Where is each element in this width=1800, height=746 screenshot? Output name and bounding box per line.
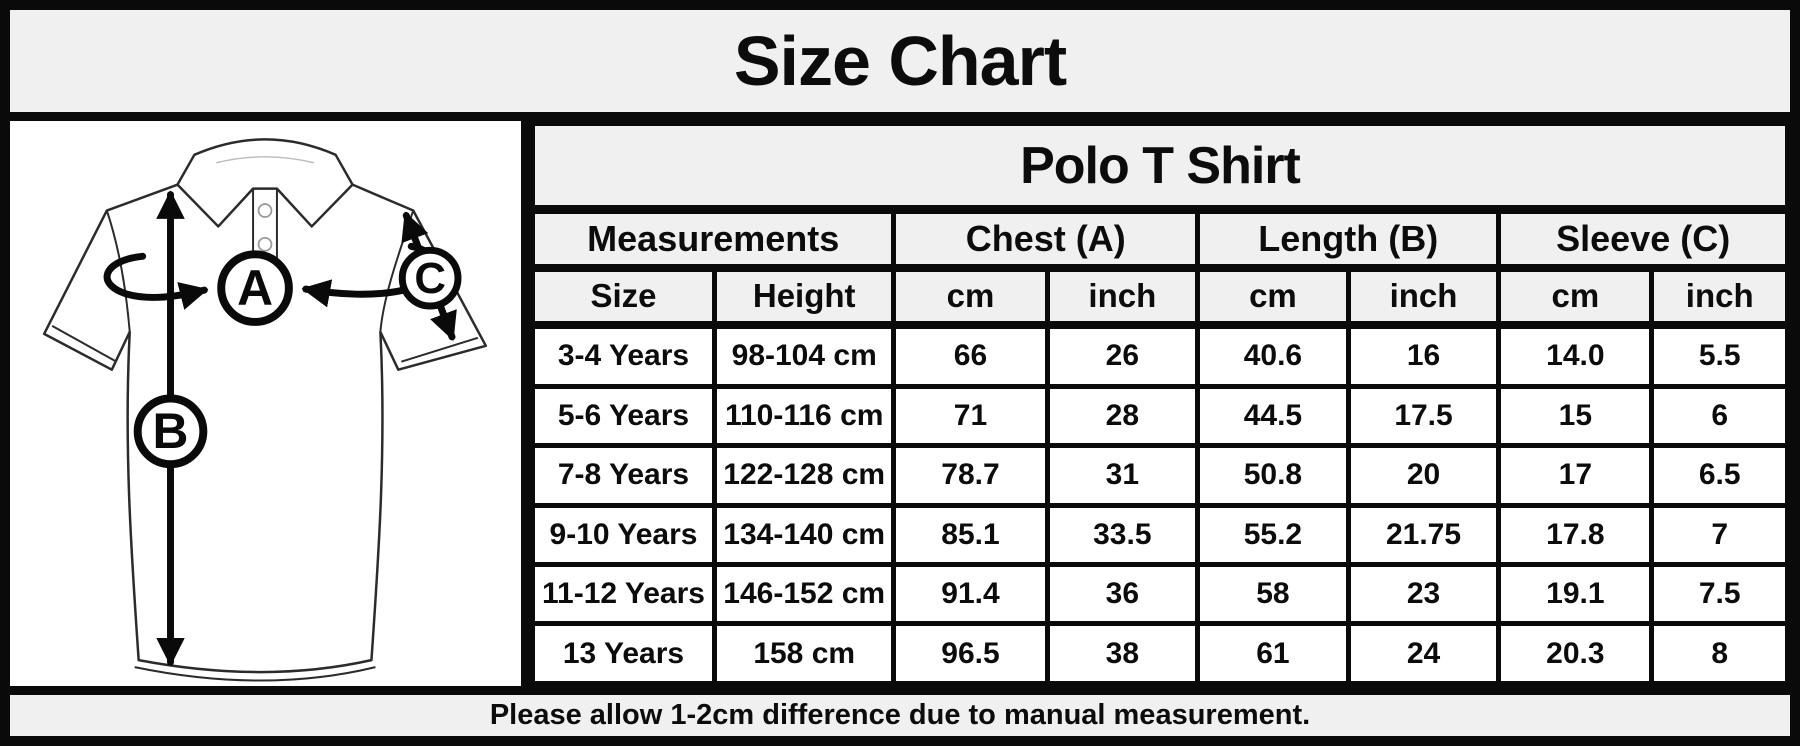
size-table-wrap: Polo T Shirt Measurements Chest (A) Leng… [529, 121, 1790, 686]
table-cell: 3-4 Years [530, 322, 717, 389]
table-cell: 23 [1345, 562, 1502, 627]
group-header-length: Length (B) [1195, 207, 1502, 272]
table-cell: 20 [1345, 443, 1502, 508]
chest-measure-arrow-left [103, 252, 209, 310]
col-header-chest-inch: inch [1044, 265, 1201, 329]
table-cell: 122-128 cm [711, 443, 897, 508]
table-row: 13 Years 158 cm 96.5 38 61 24 20.3 8 [530, 621, 1790, 686]
table-cell: 6 [1649, 383, 1790, 449]
title-bar: Size Chart [10, 10, 1790, 112]
table-cell: 5.5 [1649, 322, 1790, 389]
table-cell: 6.5 [1649, 443, 1790, 508]
table-cell: 15 [1496, 383, 1655, 449]
chest-badge-label: A [237, 260, 273, 316]
table-cell: 19.1 [1496, 562, 1655, 627]
col-header-height: Height [711, 265, 897, 329]
table-cell: 17.5 [1345, 383, 1502, 449]
table-cell: 134-140 cm [711, 502, 897, 568]
size-table-body: 3-4 Years 98-104 cm 66 26 40.6 16 14.0 5.5 5-6 Y… [530, 322, 1790, 686]
table-row: 7-8 Years 122-128 cm 78.7 31 50.8 20 17 6.5 [530, 443, 1790, 508]
table-cell: 8 [1649, 621, 1790, 686]
polo-shirt-illustration: A B C [42, 138, 488, 682]
length-badge-label: B [153, 403, 189, 459]
page-title: Size Chart [733, 22, 1067, 100]
footer-note: Please allow 1-2cm difference due to man… [489, 699, 1311, 731]
table-cell: 7-8 Years [530, 443, 717, 508]
table-row: 5-6 Years 110-116 cm 71 28 44.5 17.5 15 6 [530, 383, 1790, 449]
col-header-chest-cm: cm [891, 265, 1050, 329]
col-header-length-inch: inch [1345, 265, 1502, 329]
table-row: 11-12 Years 146-152 cm 91.4 36 58 23 19.1 7.5 [530, 562, 1790, 627]
table-cell: 28 [1044, 383, 1201, 449]
table-cell: 55.2 [1195, 502, 1351, 568]
table-row: 3-4 Years 98-104 cm 66 26 40.6 16 14.0 5.5 [530, 322, 1790, 389]
footer-bar: Please allow 1-2cm difference due to man… [10, 695, 1790, 736]
table-cell: 44.5 [1195, 383, 1351, 449]
group-header-sleeve: Sleeve (C) [1496, 207, 1790, 272]
measure-badges: A B C [133, 246, 462, 469]
table-cell: 38 [1044, 621, 1201, 686]
table-cell: 58 [1195, 562, 1351, 627]
table-cell: 78.7 [891, 443, 1050, 508]
col-header-sleeve-cm: cm [1496, 265, 1655, 329]
content-area: A B C Polo T Shirt [10, 121, 1790, 686]
table-cell: 24 [1345, 621, 1502, 686]
col-header-length-cm: cm [1195, 265, 1351, 329]
product-header-row: Polo T Shirt [530, 121, 1790, 214]
sub-header-row: Size Height cm inch cm inch cm inch [530, 265, 1790, 329]
table-cell: 158 cm [711, 621, 897, 686]
table-cell: 61 [1195, 621, 1351, 686]
table-row: 9-10 Years 134-140 cm 85.1 33.5 55.2 21.75 17.… [530, 502, 1790, 568]
table-cell: 31 [1044, 443, 1201, 508]
shirt-outline [42, 183, 488, 674]
table-cell: 5-6 Years [530, 383, 717, 449]
table-cell: 98-104 cm [711, 322, 897, 389]
table-cell: 96.5 [891, 621, 1050, 686]
chest-badge-circle [217, 250, 293, 326]
table-cell: 9-10 Years [530, 502, 717, 568]
group-header-row: Measurements Chest (A) Length (B) Sleeve… [529, 207, 1790, 272]
shirt-collar [176, 138, 354, 228]
table-cell: 17.8 [1496, 502, 1655, 568]
sleeve-badge-label: C [414, 254, 446, 303]
table-cell: 91.4 [891, 562, 1050, 627]
product-title: Polo T Shirt [530, 121, 1790, 214]
table-cell: 14.0 [1496, 322, 1655, 389]
length-badge-circle [133, 394, 208, 469]
table-cell: 36 [1044, 562, 1201, 627]
table-cell: 50.8 [1195, 443, 1351, 508]
table-cell: 21.75 [1345, 502, 1502, 568]
table-cell: 17 [1496, 443, 1655, 508]
group-header-measurements: Measurements [529, 207, 897, 272]
col-header-size: Size [530, 265, 717, 329]
table-cell: 85.1 [891, 502, 1050, 568]
table-cell: 66 [891, 322, 1050, 389]
table-cell: 7.5 [1649, 562, 1790, 627]
table-cell: 146-152 cm [711, 562, 897, 627]
col-header-sleeve-inch: inch [1649, 265, 1790, 329]
table-cell: 16 [1345, 322, 1502, 389]
shirt-diagram-panel: A B C [10, 121, 521, 686]
sleeve-badge-circle [398, 246, 462, 310]
table-cell: 40.6 [1195, 322, 1351, 389]
size-table: Polo T Shirt Measurements Chest (A) Leng… [529, 121, 1790, 686]
table-cell: 26 [1044, 322, 1201, 389]
table-cell: 11-12 Years [530, 562, 717, 627]
table-cell: 110-116 cm [711, 383, 897, 449]
table-cell: 33.5 [1044, 502, 1201, 568]
group-header-chest: Chest (A) [891, 207, 1201, 272]
table-cell: 71 [891, 383, 1050, 449]
table-cell: 13 Years [530, 621, 717, 686]
table-cell: 7 [1649, 502, 1790, 568]
table-cell: 20.3 [1496, 621, 1655, 686]
